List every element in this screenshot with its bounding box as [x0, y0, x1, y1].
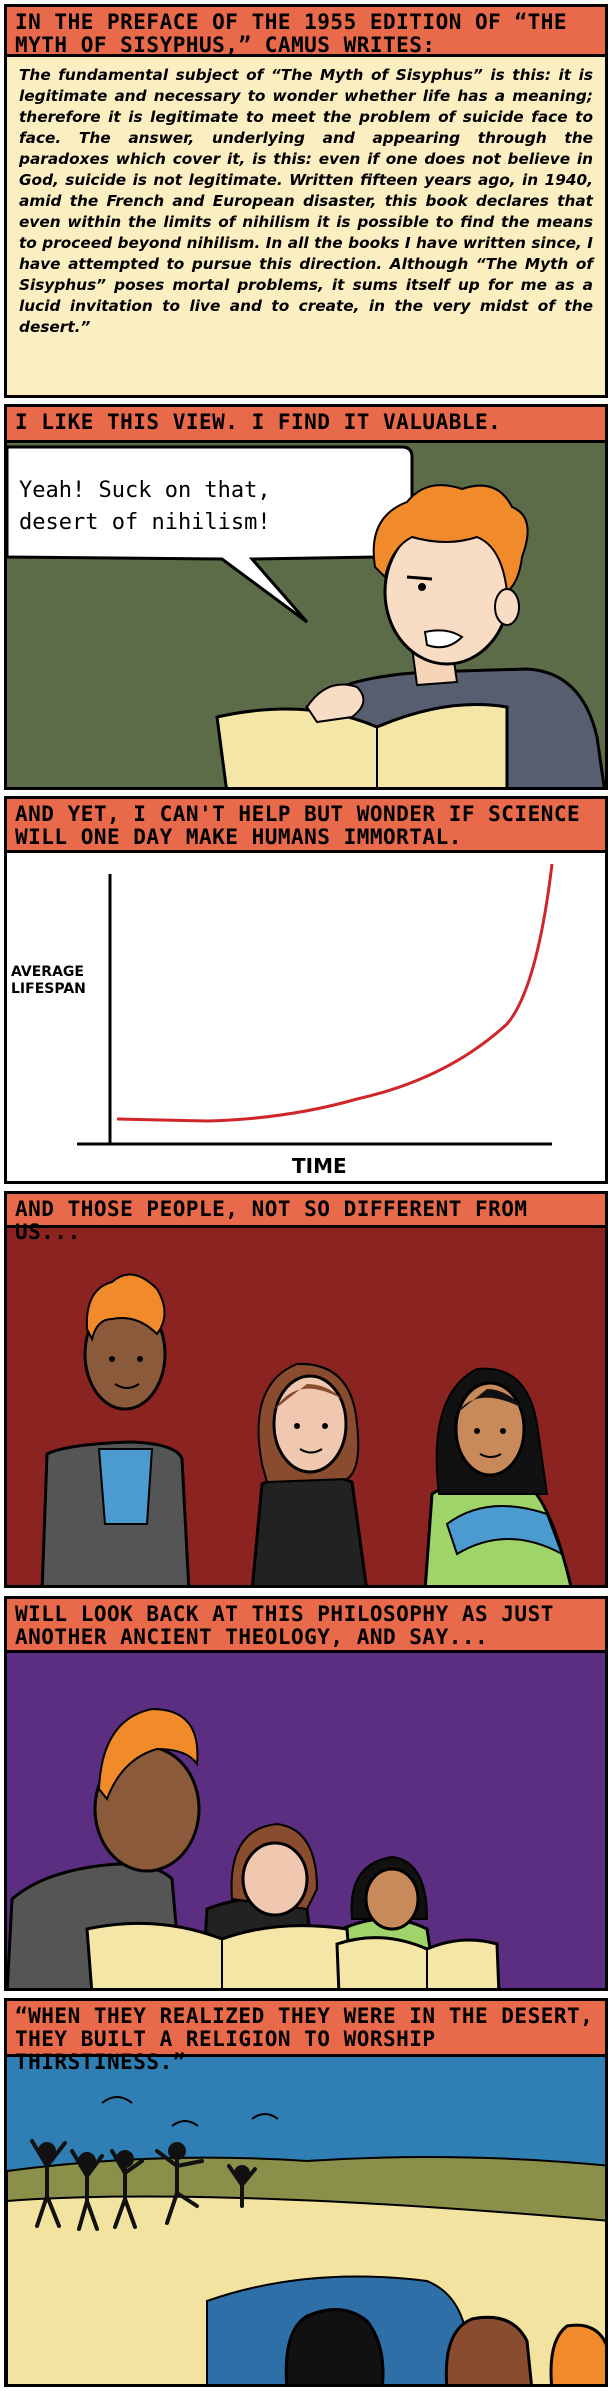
- panel-5-reading: Will look back at this philosophy as jus…: [4, 1596, 608, 1991]
- lifespan-chart: [77, 863, 554, 1146]
- panel-1-quote: In the preface of the 1955 edition of “T…: [4, 4, 608, 398]
- panel-4-caption: And those people, not so different from …: [7, 1194, 605, 1244]
- panel-3-chart: And yet, I can't help but wonder if scie…: [4, 796, 608, 1184]
- panel-3-caption: And yet, I can't help but wonder if scie…: [7, 799, 605, 853]
- x-axis-label: Time: [292, 1154, 347, 1178]
- panel-6-desert: “When they realized they were in the des…: [4, 1998, 608, 2387]
- panel-4-people: And those people, not so different from …: [4, 1191, 608, 1588]
- panel-4-art: [40, 1273, 573, 1585]
- lifespan-curve: [116, 863, 554, 1123]
- panel-5-caption: Will look back at this philosophy as jus…: [7, 1599, 605, 1653]
- speech-line-1: Yeah! Suck on that,: [19, 478, 271, 503]
- y-axis-label: Average Lifespan: [11, 964, 86, 997]
- panel-2-reader: I like this view. I find it valuable. Ye…: [4, 404, 608, 790]
- panel-2-art: [7, 445, 605, 787]
- camus-quote: The fundamental subject of “The Myth of …: [19, 66, 593, 336]
- panel-5-art: [7, 1707, 501, 1988]
- speech-line-2: desert of nihilism!: [19, 510, 271, 535]
- panel-6-art: [7, 2096, 605, 2384]
- panel-6-caption: “When they realized they were in the des…: [7, 2001, 605, 2074]
- panel-2-caption: I like this view. I find it valuable.: [7, 407, 605, 443]
- panel-1-caption: In the preface of the 1955 edition of “T…: [7, 7, 605, 57]
